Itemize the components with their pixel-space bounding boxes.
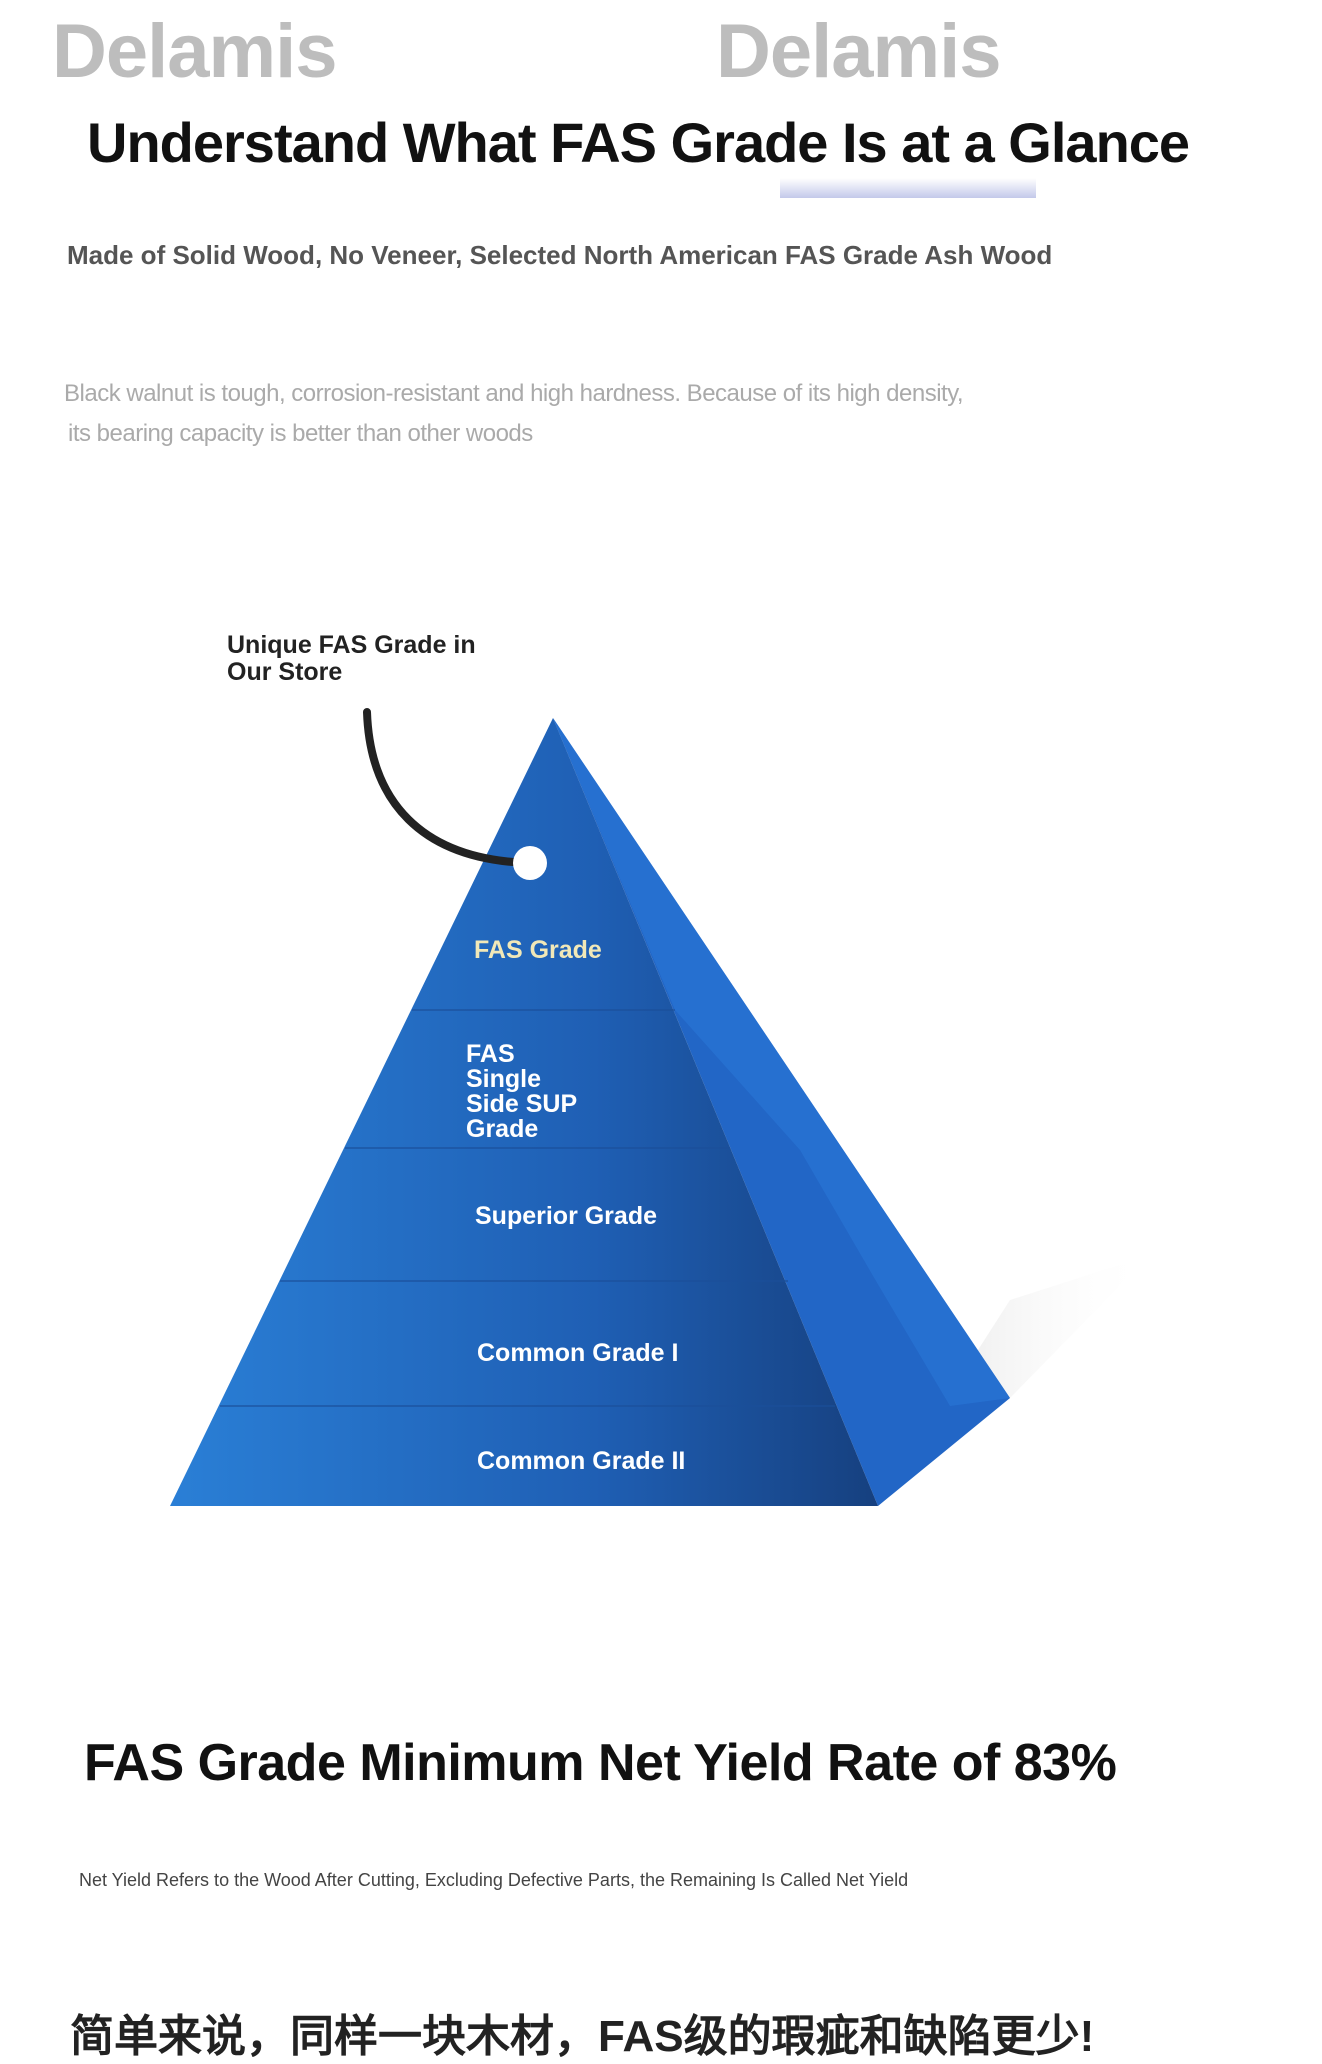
pyramid-callout: Unique FAS Grade in Our Store (227, 632, 476, 686)
subtitle: Made of Solid Wood, No Veneer, Selected … (67, 240, 1053, 270)
level-common-grade-1: Common Grade I (477, 1339, 679, 1367)
grade-pyramid (170, 708, 1150, 1506)
callout-text: Unique FAS Grade in (227, 631, 476, 659)
brand-logo: Delamis (716, 9, 1001, 94)
title-highlight (780, 178, 1036, 198)
level-label: Single (466, 1065, 542, 1093)
pyramid-side-highlight (553, 718, 1010, 1406)
level-label: Side SUP (466, 1090, 578, 1118)
pyramid-front (170, 718, 878, 1506)
level-fas-grade: FAS Grade (474, 936, 602, 964)
level-label: FAS (466, 1040, 515, 1068)
callout-marker (513, 846, 547, 880)
page-title: Understand What FAS Grade Is at a Glance (87, 111, 1190, 174)
yield-heading: FAS Grade Minimum Net Yield Rate of 83% (84, 1734, 1117, 1792)
description-line: its bearing capacity is better than othe… (68, 420, 533, 447)
level-common-grade-2: Common Grade II (477, 1447, 686, 1475)
level-label: Grade (466, 1115, 539, 1143)
callout-text: Our Store (227, 658, 343, 686)
level-superior-grade: Superior Grade (475, 1202, 657, 1230)
callout-line (363, 708, 534, 867)
description-line: Black walnut is tough, corrosion-resista… (64, 380, 964, 407)
level-fas-single-side-sup: FAS Single Side SUP Grade (466, 1042, 577, 1142)
yield-note: Net Yield Refers to the Wood After Cutti… (79, 1870, 909, 1890)
brand-logo: Delamis (52, 9, 337, 94)
chinese-summary: 简单来说，同样一块木材，FAS级的瑕疵和缺陷更少! (70, 2012, 1095, 2061)
